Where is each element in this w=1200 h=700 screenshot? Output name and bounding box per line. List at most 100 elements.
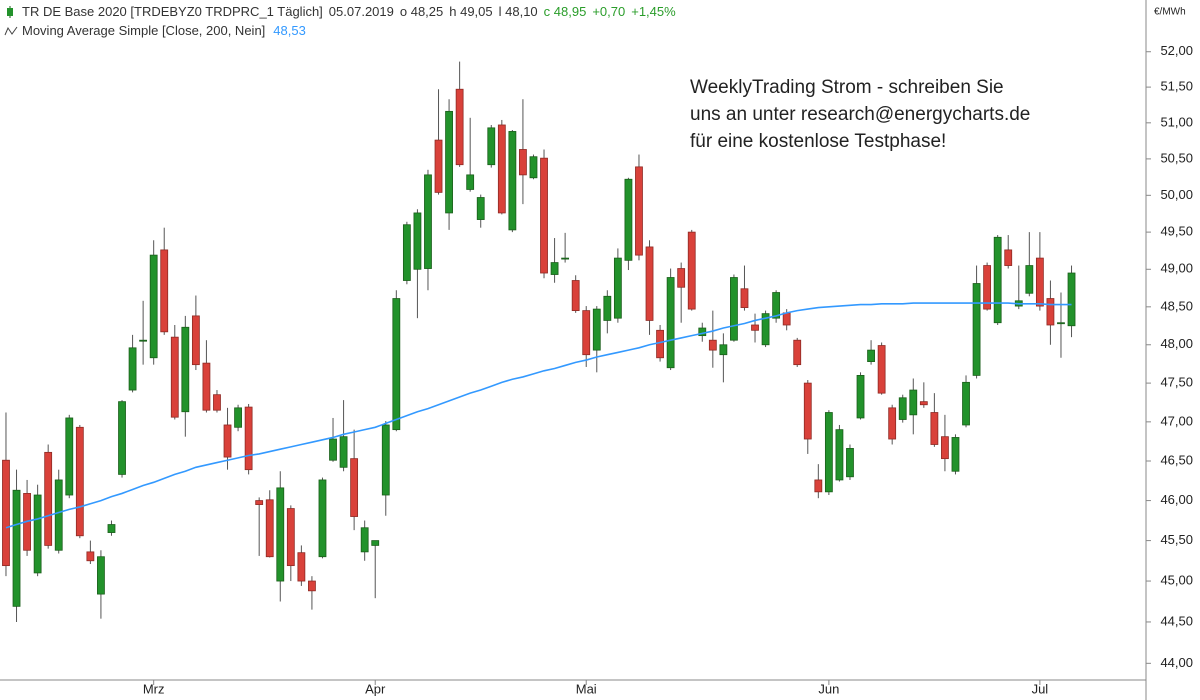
candle-body	[645, 246, 654, 321]
y-tick-label: 44,00	[1160, 655, 1193, 670]
candle-body	[877, 345, 886, 394]
candle-body	[202, 362, 211, 411]
candle-body	[181, 326, 190, 413]
icon-body	[7, 7, 13, 16]
candle-body	[497, 124, 506, 214]
candle-body	[687, 231, 696, 310]
candle-body	[223, 424, 232, 458]
candle-body	[751, 324, 759, 331]
candle-body	[160, 249, 169, 333]
candle-body	[392, 298, 401, 431]
icon-line	[4, 26, 18, 35]
candle-body	[86, 551, 95, 562]
candle-body	[888, 407, 897, 440]
candle-body	[782, 312, 791, 326]
candle-body	[244, 406, 253, 471]
legend-icon	[7, 5, 13, 18]
candle-body	[592, 308, 601, 351]
candle-body	[941, 436, 949, 460]
unit-label: €/MWh	[1154, 7, 1186, 18]
y-tick-label: 51,50	[1160, 79, 1193, 94]
candle-body	[540, 157, 548, 274]
y-tick-label: 50,00	[1160, 187, 1193, 202]
candle-body	[33, 494, 42, 574]
candle-body	[276, 487, 285, 582]
candle-body	[919, 401, 928, 406]
candle-body	[835, 429, 844, 481]
candle-body	[318, 479, 327, 558]
legend-main: TR DE Base 2020 [TRDEBYZ0 TRDPRC_1 Tägli…	[4, 4, 676, 19]
candle-body	[445, 110, 453, 214]
y-tick-label: 46,50	[1160, 452, 1193, 467]
x-tick-label: Jul	[1032, 681, 1049, 696]
candle-body	[371, 540, 380, 546]
candle-body	[983, 265, 992, 310]
candle-body	[1004, 249, 1013, 266]
candle-body	[297, 552, 306, 582]
candle-body	[191, 315, 200, 366]
candle-body	[402, 224, 411, 281]
candle-body	[381, 424, 390, 496]
candle-body	[740, 288, 749, 308]
annotation: WeeklyTrading Strom - schreiben Sie uns …	[690, 74, 1030, 155]
candle-body	[286, 508, 295, 567]
candle-body	[571, 280, 580, 312]
candle-body	[149, 254, 158, 359]
candle-body	[360, 527, 369, 553]
candle-body	[97, 556, 105, 595]
candle-body	[803, 382, 812, 440]
candle-body	[814, 479, 823, 493]
annotation-line: uns an unter research@energycharts.de	[690, 104, 1031, 125]
candle-body	[962, 381, 970, 426]
candle-body	[993, 236, 1002, 324]
candle-body	[65, 417, 74, 496]
candle-body	[519, 149, 527, 176]
candle-body	[603, 295, 612, 321]
date: 05.07.2019	[328, 4, 394, 19]
candle-body	[824, 412, 833, 493]
y-tick-label: 49,00	[1160, 261, 1193, 276]
candle-body	[1025, 265, 1034, 294]
candle-body	[666, 277, 675, 369]
candle-body	[635, 166, 643, 256]
candle-body	[761, 313, 770, 346]
candle-body	[508, 131, 517, 231]
annotation-line: für eine kostenlose Testphase!	[690, 131, 947, 152]
candle-body	[170, 336, 179, 418]
y-tick-label: 48,00	[1160, 336, 1193, 351]
candle-body	[613, 257, 622, 319]
x-tick-label: Mai	[576, 681, 597, 696]
legend-ma: Moving Average Simple [Close, 200, Nein]…	[4, 23, 306, 38]
series-name: TR DE Base 2020 [TRDEBYZ0 TRDPRC_1 Tägli…	[22, 4, 323, 19]
open-label: o 48,25	[399, 4, 444, 19]
candle-body	[1067, 272, 1076, 327]
candle-body	[413, 212, 422, 270]
y-tick-label: 52,00	[1160, 43, 1193, 58]
candle-body	[75, 426, 84, 537]
candle-body	[972, 283, 981, 376]
candle-body	[856, 375, 865, 419]
y-tick-label: 45,50	[1160, 532, 1193, 547]
candle-body	[708, 339, 717, 351]
legend-icon	[4, 26, 18, 35]
candle-body	[466, 174, 475, 190]
y-tick-label: 51,00	[1160, 114, 1193, 129]
y-tick-label: 46,00	[1160, 492, 1193, 507]
candle-body	[139, 339, 148, 342]
change: +0,70	[592, 4, 626, 19]
candle-body	[487, 127, 496, 166]
annotation-line: WeeklyTrading Strom - schreiben Sie	[690, 77, 1004, 98]
y-tick-label: 50,50	[1160, 150, 1193, 165]
candle-body	[128, 347, 137, 391]
candle-body	[1057, 322, 1065, 325]
candle-body	[255, 500, 264, 505]
candle-body	[730, 277, 738, 341]
moving-average-line	[5, 302, 1072, 529]
y-tick-label: 48,50	[1160, 298, 1193, 313]
candle-body	[1046, 298, 1055, 326]
candle-body	[455, 88, 464, 166]
overlay-name: Moving Average Simple [Close, 200, Nein]	[22, 23, 266, 38]
candle-body	[550, 262, 559, 275]
